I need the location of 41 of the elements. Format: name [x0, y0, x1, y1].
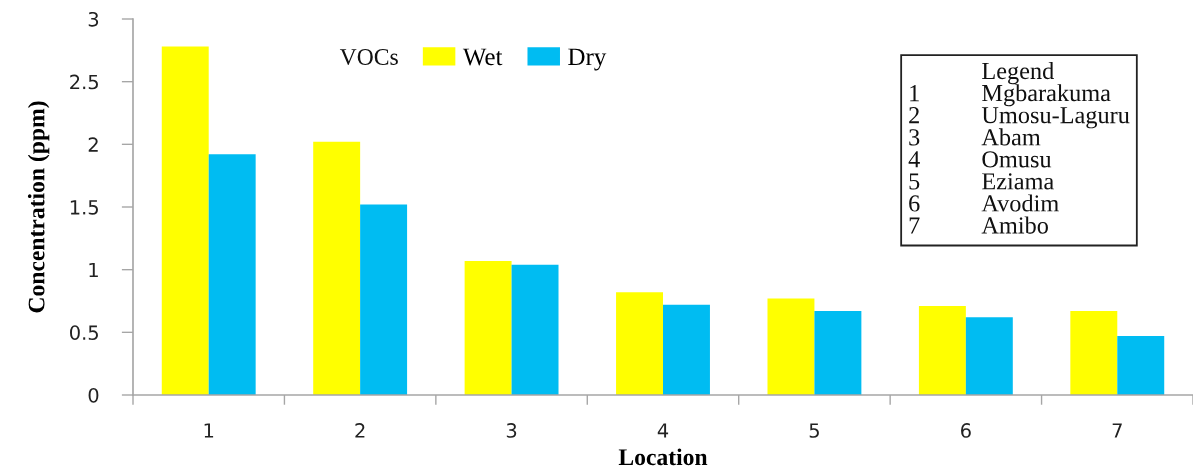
y-tick-label: 0 — [88, 387, 99, 403]
bar — [313, 141, 361, 395]
text: 1 Mgbarakuma — [910, 84, 1111, 107]
bar — [918, 306, 966, 395]
x-tick-label: 6 — [961, 423, 971, 438]
bar — [767, 298, 815, 395]
x-axis-title: Location — [618, 448, 708, 466]
text: 3 Abam — [909, 128, 1041, 146]
y-tick-label: 2 — [88, 137, 98, 152]
bar — [1070, 311, 1118, 395]
y-tick-label: 0.5 — [70, 325, 98, 340]
x-tick-label: 3 — [506, 423, 517, 438]
legend-label: Wet — [462, 48, 503, 66]
bar — [360, 204, 408, 395]
x-tick-label: 1 — [204, 423, 214, 438]
legend-label: Dry — [568, 48, 607, 71]
x-tick-label: 7 — [1112, 423, 1122, 438]
text: 6 Avodim — [909, 194, 1059, 212]
bar — [965, 317, 1013, 395]
legend-title: VOCs — [339, 49, 398, 66]
y-tick-label: 2.5 — [70, 74, 98, 90]
y-tick-label: 1 — [89, 262, 98, 278]
bar — [616, 292, 663, 395]
x-tick-label: 5 — [809, 423, 819, 438]
annotation: Legend — [982, 62, 1054, 85]
bar — [511, 264, 559, 395]
text: 7 Amibo — [909, 216, 1048, 234]
bar — [161, 46, 209, 395]
x-tick-label: 4 — [657, 423, 669, 438]
bar — [663, 304, 710, 395]
y-tick-label: 1.5 — [70, 200, 98, 215]
text: 4 Omusu — [908, 151, 1052, 168]
x-tick-label: 2 — [355, 423, 365, 438]
bar — [464, 260, 512, 395]
text: 2 Umosu-Laguru — [909, 107, 1130, 129]
y-tick-label: 3 — [88, 11, 99, 27]
bar — [208, 154, 256, 395]
text: 5 Eziama — [909, 173, 1054, 190]
bar — [1117, 336, 1165, 395]
bar — [814, 311, 862, 395]
y-axis-title: Concentration (ppm) — [27, 101, 50, 313]
